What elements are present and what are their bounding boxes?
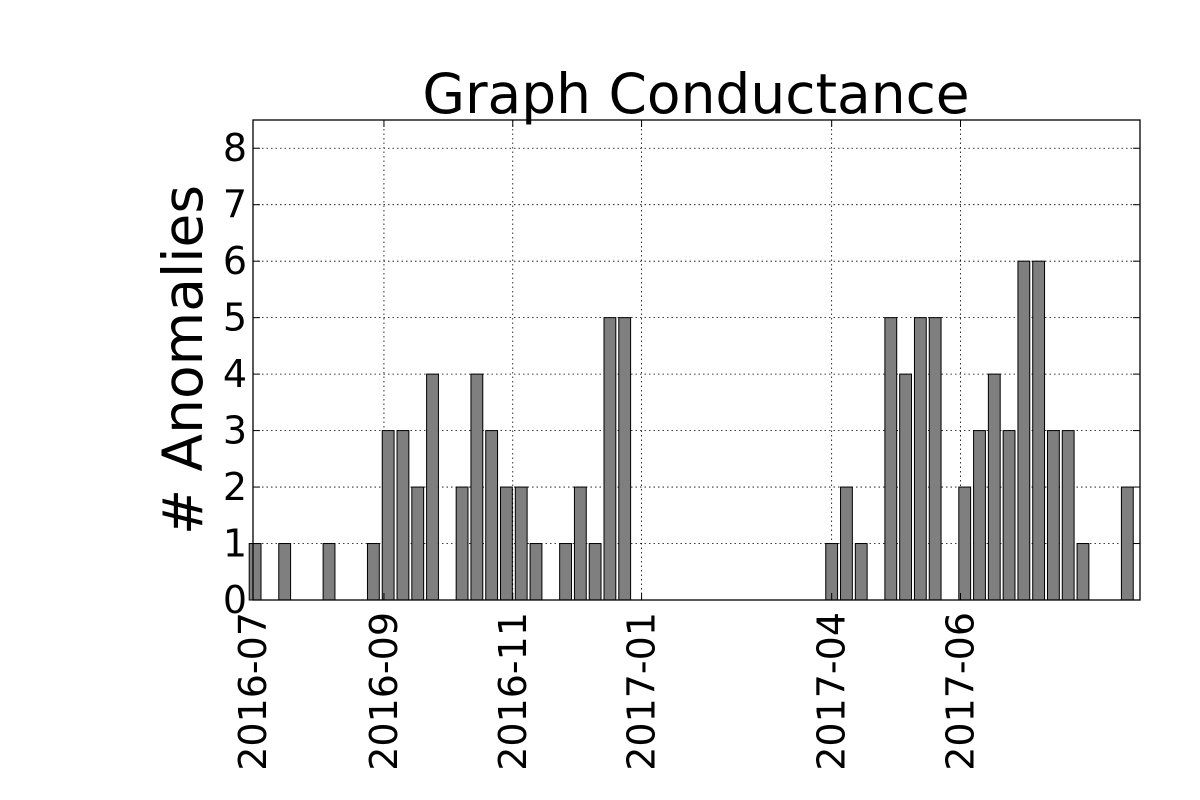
bar [426,373,439,601]
bar [1120,486,1134,601]
bar [928,317,942,601]
bar [485,430,499,601]
x-tick-label: 2017-01 [620,612,664,771]
bar [588,543,602,601]
bar [1076,543,1090,601]
y-tick-label: 3 [223,409,247,453]
bar [248,543,262,601]
bar [603,317,617,601]
bar [913,317,927,601]
bar [455,486,469,601]
y-tick-label: 2 [223,465,247,509]
bar [854,543,868,601]
x-tick-label: 2017-06 [938,612,982,771]
bar [825,543,839,601]
y-tick-label: 1 [223,522,247,566]
y-tick-label: 6 [223,239,247,283]
bar [840,486,853,601]
y-tick-label: 4 [223,352,247,396]
bar [381,430,395,601]
y-tick-label: 5 [223,296,247,340]
x-tick-label: 2016-07 [231,612,275,771]
bar [529,543,543,601]
bar [559,543,572,601]
y-axis: 0 1 2 3 4 5 6 7 8 [223,126,1140,622]
bar [470,373,484,601]
bar [884,317,898,601]
bar [1002,430,1016,601]
bar [573,486,587,601]
bar [514,486,528,601]
bar [973,430,986,601]
bar [1032,260,1046,601]
x-tick-label: 2017-04 [810,612,854,771]
x-tick-label: 2016-11 [491,612,535,771]
bar [396,430,410,601]
bar [899,373,912,601]
bar [1017,260,1031,601]
x-axis: 2016-07 2016-09 2016-11 2017-01 2017-04 2017-… [231,120,982,771]
y-tick-label: 8 [223,126,247,170]
y-axis-label: # Anomalies [151,185,215,535]
bar [987,373,1001,601]
y-tick-label: 7 [223,183,247,227]
bars [248,260,1134,601]
bar [278,543,292,601]
bar [411,486,425,601]
y-tick-label: 0 [223,578,247,622]
chart-title: Graph Conductance [422,62,969,126]
bar [1046,430,1060,601]
bar [500,486,513,601]
x-tick-label: 2016-09 [362,612,406,771]
plot-frame [252,119,1141,601]
bar [1061,430,1075,601]
bar [322,543,336,601]
bar [618,317,632,601]
bar [366,543,380,601]
bar [958,486,972,601]
